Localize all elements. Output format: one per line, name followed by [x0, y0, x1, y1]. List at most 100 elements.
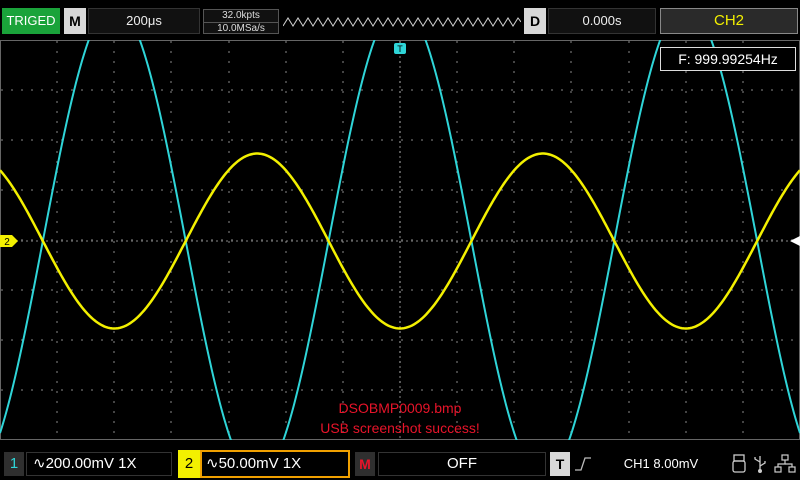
grid-dot — [631, 389, 633, 391]
grid-dot — [513, 181, 515, 183]
center-axis-dot — [626, 240, 628, 242]
center-axis-dot — [556, 240, 558, 242]
grid-dot — [742, 91, 744, 93]
grid-dot — [685, 391, 687, 393]
grid-dot — [41, 89, 43, 91]
grid-dot — [751, 289, 753, 291]
delay-menu-button[interactable]: D — [524, 8, 546, 34]
center-axis-dot — [76, 240, 78, 242]
center-axis-dot — [351, 240, 353, 242]
grid-dot — [456, 391, 458, 393]
grid-dot — [741, 339, 743, 341]
grid-dot — [561, 139, 563, 141]
ch2-badge[interactable]: 2 — [178, 450, 200, 478]
grid-dot — [291, 89, 293, 91]
grid-dot — [342, 431, 344, 433]
center-axis-dot — [56, 240, 58, 242]
grid-dot — [571, 239, 573, 241]
grid-dot — [301, 339, 303, 341]
grid-dot — [441, 339, 443, 341]
grid-dot — [56, 121, 58, 123]
center-axis-dot — [399, 171, 401, 173]
center-axis-dot — [91, 240, 93, 242]
grid-dot — [761, 339, 763, 341]
grid-dot — [371, 89, 373, 91]
grid-dot — [628, 131, 630, 133]
grid-dot — [141, 339, 143, 341]
grid-dot — [611, 189, 613, 191]
grid-dot — [771, 389, 773, 391]
center-axis-dot — [536, 240, 538, 242]
grid-dot — [51, 89, 53, 91]
center-axis-dot — [399, 276, 401, 278]
math-state[interactable]: OFF — [378, 452, 546, 476]
grid-dot — [742, 281, 744, 283]
grid-dot — [31, 239, 33, 241]
center-axis-dot — [196, 240, 198, 242]
grid-dot — [251, 189, 253, 191]
trigger-position-marker[interactable]: T — [394, 43, 406, 54]
grid-dot — [51, 139, 53, 141]
grid-dot — [41, 289, 43, 291]
ch1-vertical-scale[interactable]: ∿200.00mV 1X — [26, 452, 172, 476]
selected-channel-tab[interactable]: CH2 — [660, 8, 798, 34]
ch1-badge[interactable]: 1 — [4, 452, 24, 476]
grid-dot — [451, 289, 453, 291]
grid-dot — [513, 101, 515, 103]
grid-dot — [631, 89, 633, 91]
grid-dot — [161, 389, 163, 391]
grid-dot — [628, 201, 630, 203]
grid-dot — [228, 111, 230, 113]
grid-dot — [601, 139, 603, 141]
grid-dot — [401, 389, 403, 391]
ch2-vertical-scale[interactable]: ∿50.00mV 1X — [200, 450, 350, 478]
grid-dot — [391, 189, 393, 191]
grid-dot — [742, 291, 744, 293]
math-badge[interactable]: M — [355, 452, 375, 476]
ch2-ground-marker[interactable]: 2 — [0, 235, 18, 248]
grid-dot — [331, 339, 333, 341]
grid-dot — [71, 139, 73, 141]
grid-dot — [570, 41, 572, 43]
grid-dot — [742, 311, 744, 313]
grid-dot — [570, 101, 572, 103]
grid-dot — [271, 239, 273, 241]
delay-readout[interactable]: 0.000s — [548, 8, 656, 34]
grid-dot — [761, 289, 763, 291]
grid-dot — [570, 321, 572, 323]
center-axis-dot — [566, 240, 568, 242]
grid-dot — [601, 89, 603, 91]
grid-dot — [456, 271, 458, 273]
center-axis-dot — [711, 240, 713, 242]
timebase-readout[interactable]: 200μs — [88, 8, 200, 34]
grid-dot — [611, 239, 613, 241]
grid-dot — [456, 201, 458, 203]
grid-dot — [113, 421, 115, 423]
center-axis-dot — [676, 240, 678, 242]
grid-dot — [570, 351, 572, 353]
center-axis-dot — [641, 240, 643, 242]
grid-dot — [211, 339, 213, 341]
center-axis-dot — [71, 240, 73, 242]
trigger-source-level[interactable]: CH1 8.00mV — [623, 456, 699, 471]
grid-dot — [56, 371, 58, 373]
trigger-badge[interactable]: T — [550, 452, 570, 476]
trigger-level-marker[interactable] — [790, 236, 800, 246]
grid-dot — [421, 139, 423, 141]
horizontal-menu-button[interactable]: M — [64, 8, 86, 34]
grid-dot — [531, 239, 533, 241]
memory-depth: 32.0kpts — [204, 10, 278, 23]
grid-dot — [231, 239, 233, 241]
grid-dot — [228, 311, 230, 313]
grid-dot — [151, 389, 153, 391]
grid-dot — [711, 139, 713, 141]
grid-dot — [228, 131, 230, 133]
grid-dot — [471, 139, 473, 141]
grid-dot — [628, 71, 630, 73]
sample-rate: 10.0MSa/s — [217, 23, 265, 34]
grid-dot — [56, 351, 58, 353]
grid-dot — [531, 389, 533, 391]
center-axis-dot — [326, 240, 328, 242]
grid-dot — [591, 89, 593, 91]
grid-dot — [571, 139, 573, 141]
